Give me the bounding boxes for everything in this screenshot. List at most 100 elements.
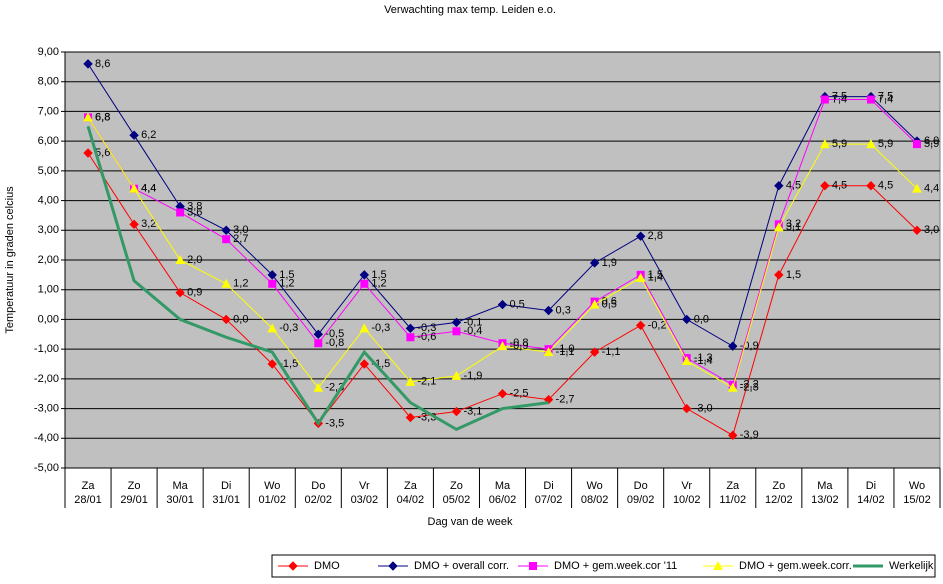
data-point (682, 314, 692, 325)
data-point (221, 278, 232, 288)
x-tick-label: Di 07/02 (535, 480, 563, 506)
data-label: -2,7 (556, 394, 575, 406)
data-point (773, 222, 784, 232)
data-label: -0,3 (279, 322, 298, 334)
data-label: 0,9 (187, 287, 202, 299)
data-point (83, 112, 93, 122)
data-label: -2,5 (510, 388, 529, 400)
data-label: -1,1 (556, 346, 575, 358)
data-label: -2,1 (417, 376, 436, 388)
data-label: -0,2 (648, 319, 667, 331)
data-point (635, 320, 646, 331)
data-label: -3,1 (463, 405, 482, 417)
data-point (359, 323, 370, 333)
data-point (589, 347, 600, 357)
data-point (405, 323, 416, 334)
data-point (359, 270, 370, 280)
x-tick-label: Ma 30/01 (166, 480, 194, 506)
y-tick-label: 0,00 (38, 313, 59, 325)
data-point (451, 370, 462, 380)
data-label: 5,6 (95, 147, 110, 159)
data-point (912, 183, 922, 193)
data-point (774, 181, 784, 191)
data-point (267, 270, 277, 280)
data-label: 6,2 (141, 129, 156, 141)
y-tick-label: 3,00 (38, 224, 59, 236)
data-label: 6,8 (95, 111, 110, 123)
data-label: 0,0 (233, 313, 248, 325)
data-label: 4,5 (878, 180, 893, 192)
data-label: 1,5 (648, 269, 663, 281)
data-label: 7,5 (878, 90, 893, 102)
y-tick-label: 7,00 (38, 105, 59, 117)
x-tick-label: Za 28/01 (74, 480, 102, 506)
data-label: 2,8 (648, 230, 663, 242)
x-tick-label: Do 02/02 (305, 480, 333, 506)
y-tick-label: -4,00 (34, 432, 59, 444)
y-tick-label: -5,00 (34, 462, 59, 474)
data-label: 0,0 (694, 313, 709, 325)
data-point (820, 181, 830, 191)
data-point (406, 333, 415, 342)
data-label: -0,4 (463, 325, 482, 337)
data-point (405, 376, 416, 386)
data-label: 3,2 (786, 218, 801, 230)
data-label: 4,4 (141, 183, 156, 195)
y-tick-label: -3,00 (34, 402, 59, 414)
data-label: -1,9 (463, 370, 482, 382)
data-point (589, 299, 600, 309)
data-point (912, 140, 921, 149)
data-label: 3,8 (187, 200, 202, 212)
data-label: 1,4 (648, 272, 663, 284)
data-label: 8,6 (95, 58, 110, 70)
data-label: 2,7 (233, 233, 248, 245)
data-label: 3,2 (141, 218, 156, 230)
y-tick-label: 6,00 (38, 135, 59, 147)
data-point (728, 341, 738, 351)
data-label: 6,0 (924, 135, 939, 147)
data-label: 0,5 (602, 298, 617, 310)
x-tick-label: Wo 01/02 (258, 480, 286, 506)
data-point (727, 382, 738, 392)
data-label: -2,2 (740, 379, 759, 391)
data-label: -1,1 (602, 346, 621, 358)
data-point (452, 327, 461, 336)
y-tick-label: -2,00 (34, 373, 59, 385)
data-label: 1,9 (602, 257, 617, 269)
legend (271, 554, 936, 578)
data-point (774, 270, 784, 280)
data-label: -3,5 (325, 417, 344, 429)
data-point (635, 272, 646, 282)
x-tick-label: Vr 10/02 (673, 480, 701, 506)
data-label: 5,9 (832, 138, 847, 150)
data-point (866, 95, 875, 104)
data-label: 1,2 (279, 278, 294, 290)
legend-marker (288, 561, 298, 571)
legend-label: DMO + gem.week.corr. (739, 560, 852, 572)
y-tick-label: 8,00 (38, 76, 59, 88)
y-tick-label: 4,00 (38, 194, 59, 206)
data-point (451, 406, 462, 417)
data-point (83, 148, 93, 158)
data-label: -3,0 (694, 402, 713, 414)
data-point (267, 323, 278, 333)
data-point (912, 225, 922, 235)
data-point (268, 279, 277, 288)
data-label: -0,8 (325, 337, 344, 349)
data-label: 4,4 (924, 183, 939, 195)
legend-label: Werkelijk (889, 560, 934, 572)
data-point (175, 254, 185, 264)
data-label: 0,3 (556, 304, 571, 316)
data-label: 5,9 (924, 138, 939, 150)
y-axis-label: Temperatuur in graden celcius (4, 186, 16, 334)
x-tick-label: Wo 08/02 (581, 480, 609, 506)
x-tick-label: Ma 06/02 (489, 480, 517, 506)
data-label: 6,8 (95, 111, 110, 123)
chart-title: Verwachting max temp. Leiden e.o. (384, 4, 556, 16)
y-tick-label: 5,00 (38, 165, 59, 177)
x-tick-label: Di 31/01 (212, 480, 240, 506)
data-label: -1,0 (556, 343, 575, 355)
data-label: 5,9 (878, 138, 893, 150)
data-point (543, 347, 554, 357)
